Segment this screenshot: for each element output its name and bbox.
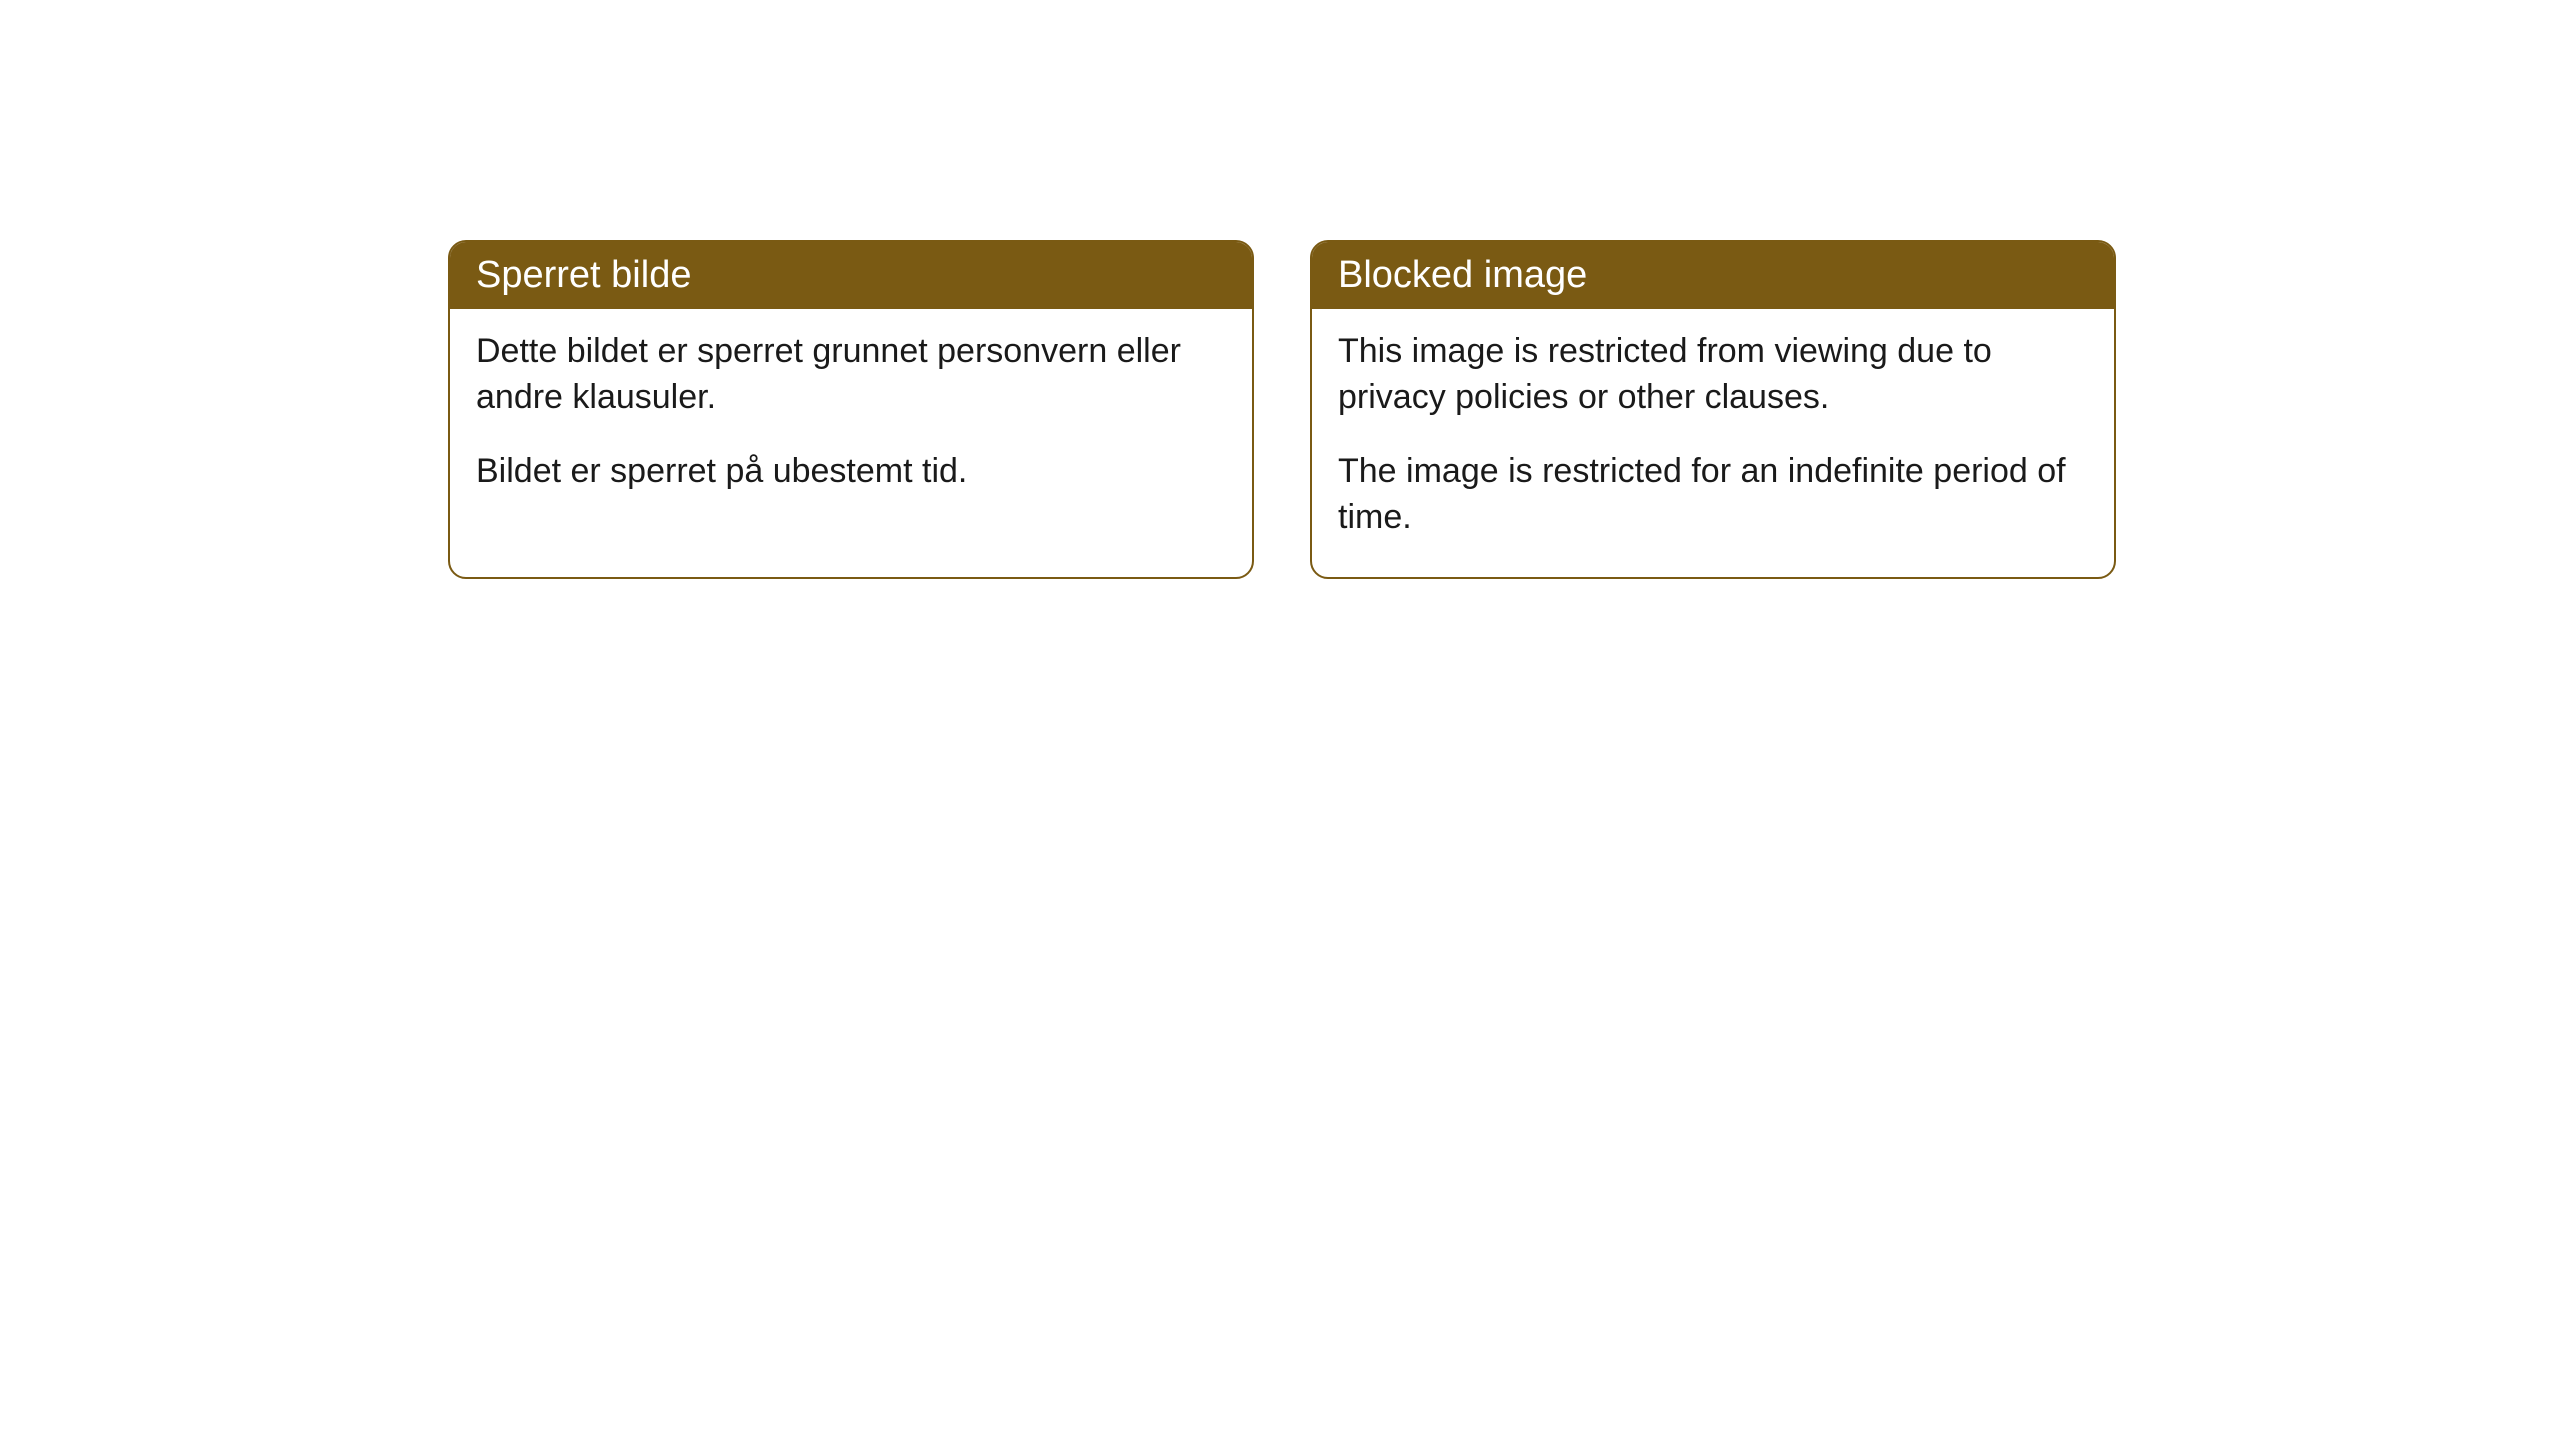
notice-header-english: Blocked image — [1312, 242, 2114, 309]
notice-card-english: Blocked image This image is restricted f… — [1310, 240, 2116, 579]
notice-paragraph-2-english: The image is restricted for an indefinit… — [1338, 449, 2088, 541]
notice-card-norwegian: Sperret bilde Dette bildet er sperret gr… — [448, 240, 1254, 579]
notice-body-english: This image is restricted from viewing du… — [1312, 309, 2114, 577]
notice-paragraph-1-english: This image is restricted from viewing du… — [1338, 329, 2088, 421]
notice-container: Sperret bilde Dette bildet er sperret gr… — [448, 240, 2116, 579]
notice-header-norwegian: Sperret bilde — [450, 242, 1252, 309]
notice-body-norwegian: Dette bildet er sperret grunnet personve… — [450, 309, 1252, 531]
notice-paragraph-2-norwegian: Bildet er sperret på ubestemt tid. — [476, 449, 1226, 495]
notice-paragraph-1-norwegian: Dette bildet er sperret grunnet personve… — [476, 329, 1226, 421]
